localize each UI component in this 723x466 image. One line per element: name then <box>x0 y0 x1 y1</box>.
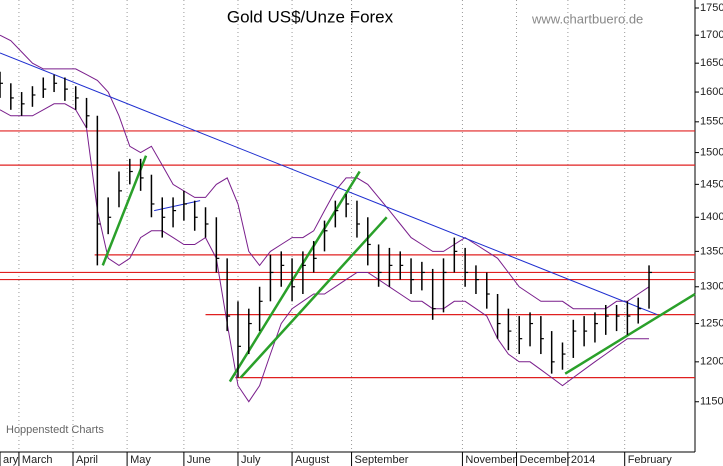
y-tick-label: 1700 <box>700 29 723 41</box>
y-tick-label: 1450 <box>700 178 723 190</box>
y-tick-label: 1150 <box>700 396 723 408</box>
y-tick-label: 1250 <box>700 317 723 329</box>
trend-line <box>564 292 696 375</box>
trend-line <box>239 216 388 379</box>
x-tick-label: July <box>241 454 261 466</box>
x-tick-label: ary <box>3 454 19 466</box>
x-tick-label: 2014 <box>571 454 595 466</box>
x-tick-label: February <box>628 454 673 466</box>
x-tick-label: August <box>295 454 329 466</box>
trend-line <box>101 155 148 266</box>
chart-title: Gold US$/Unze Forex <box>227 7 394 26</box>
y-tick-label: 1350 <box>700 245 723 257</box>
y-tick-label: 1750 <box>700 2 723 14</box>
y-tick-label: 1600 <box>700 86 723 98</box>
x-tick-label: March <box>22 454 53 466</box>
y-tick-label: 1500 <box>700 146 723 158</box>
x-tick-label: May <box>130 454 151 466</box>
x-tick-label: June <box>187 454 211 466</box>
bollinger-band <box>0 34 650 310</box>
trend-line <box>228 170 361 383</box>
x-tick-label: December <box>520 454 571 466</box>
x-tick-label: September <box>355 454 409 466</box>
x-tick-label: April <box>76 454 98 466</box>
source: Hoppenstedt Charts <box>6 424 104 436</box>
bollinger-band <box>0 103 649 403</box>
y-tick-label: 1400 <box>700 211 723 223</box>
x-tick-label: November <box>465 454 516 466</box>
website: www.chartbuero.de <box>531 11 643 26</box>
y-tick-label: 1300 <box>700 281 723 293</box>
trend-line <box>0 52 658 316</box>
y-tick-label: 1650 <box>700 57 723 69</box>
y-tick-label: 1200 <box>700 356 723 368</box>
y-tick-label: 1550 <box>700 116 723 128</box>
